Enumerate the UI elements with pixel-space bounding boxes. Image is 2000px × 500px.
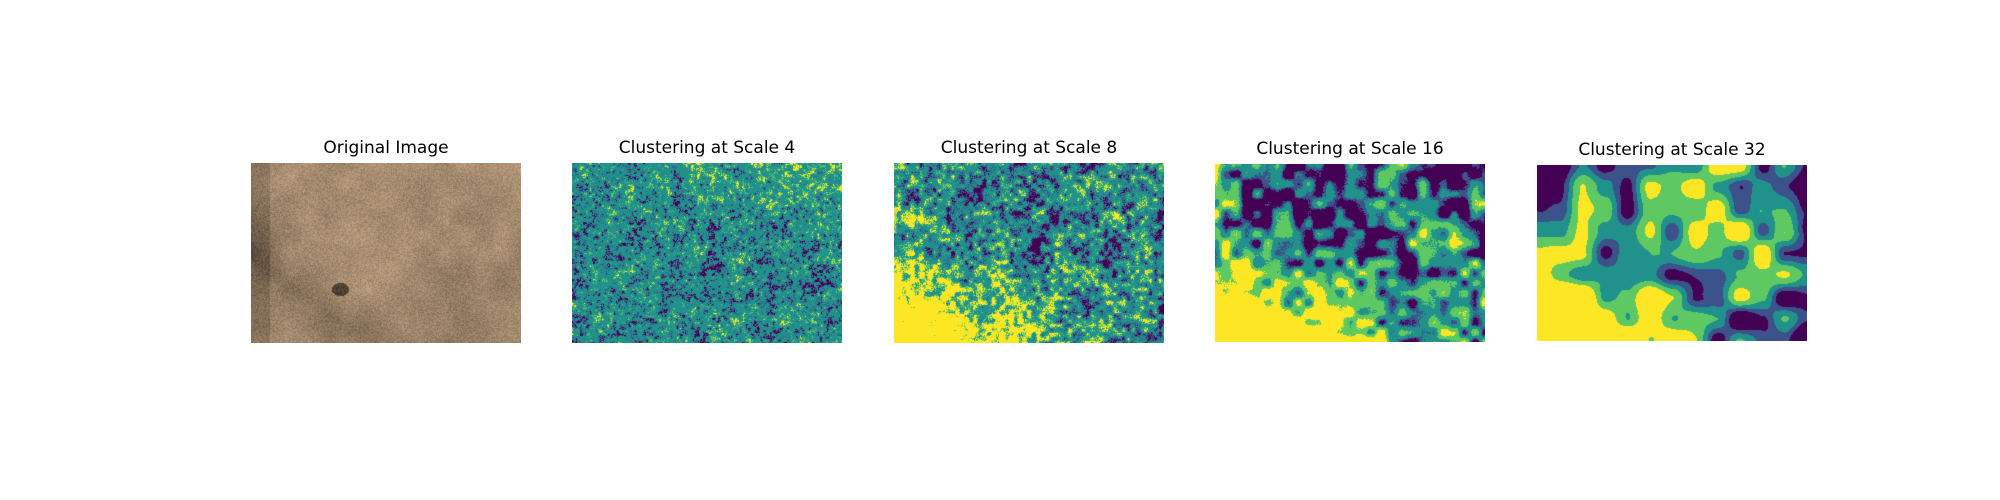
- cluster-map-scale-32: [1537, 165, 1807, 341]
- cluster-map-scale-16: [1215, 164, 1485, 342]
- panel-title: Clustering at Scale 16: [1256, 139, 1444, 159]
- panel-clustering-scale-16: Clustering at Scale 16: [1215, 139, 1485, 342]
- panel-original-image: Original Image: [251, 138, 521, 343]
- cluster-map-scale-8: [894, 163, 1164, 343]
- panel-clustering-scale-8: Clustering at Scale 8: [894, 138, 1164, 343]
- panel-title: Clustering at Scale 4: [618, 138, 796, 158]
- panel-title: Clustering at Scale 32: [1578, 140, 1766, 160]
- panel-clustering-scale-4: Clustering at Scale 4: [572, 138, 842, 343]
- cluster-map-scale-4: [572, 163, 842, 343]
- panel-clustering-scale-32: Clustering at Scale 32: [1537, 140, 1807, 341]
- panel-title: Clustering at Scale 8: [940, 138, 1118, 158]
- original-image: [251, 163, 521, 343]
- panel-title: Original Image: [323, 138, 449, 158]
